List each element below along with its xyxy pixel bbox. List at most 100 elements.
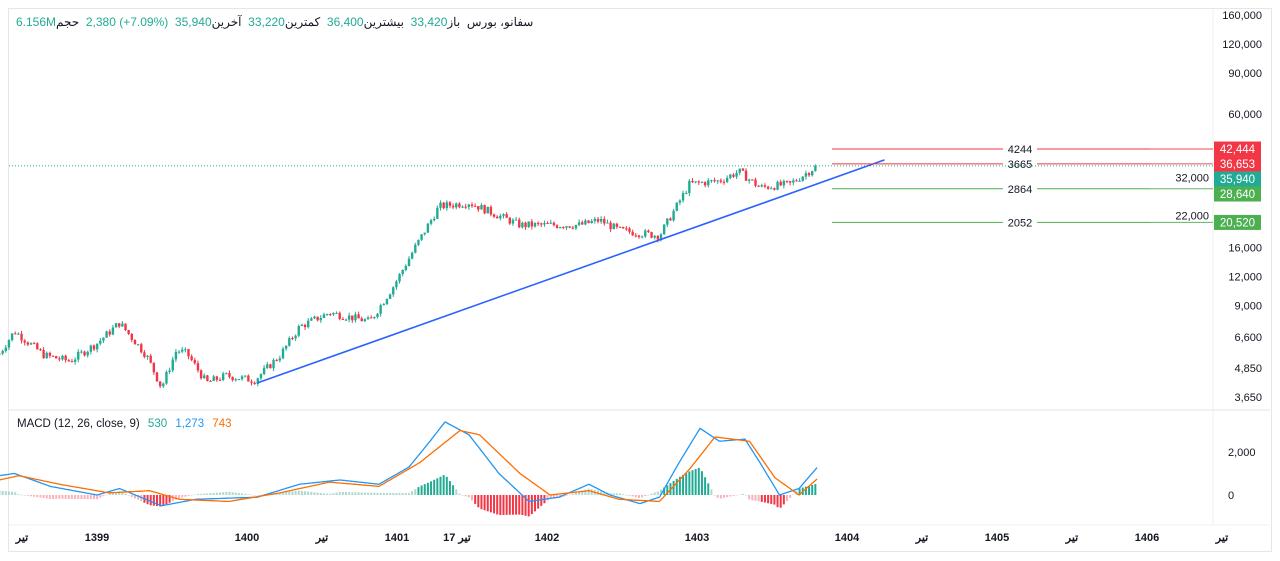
candle-body bbox=[458, 203, 461, 208]
macd-histogram-bar bbox=[483, 495, 486, 511]
macd-histogram-bar bbox=[726, 495, 729, 498]
macd-histogram-bar bbox=[811, 484, 814, 495]
time-axis-label: تیر bbox=[1065, 532, 1078, 544]
macd-histogram-bar bbox=[11, 491, 14, 495]
last-price-tag bbox=[1214, 171, 1261, 187]
candle-body bbox=[1, 350, 4, 354]
macd-histogram-bar bbox=[477, 495, 480, 508]
macd-histogram-bar bbox=[625, 494, 628, 496]
candle-body bbox=[388, 294, 392, 299]
macd-histogram-bar bbox=[137, 495, 140, 500]
candle-body bbox=[165, 371, 168, 384]
candle-body bbox=[672, 210, 675, 221]
macd-histogram-bar bbox=[678, 476, 681, 495]
price-axis-label: 60,000 bbox=[1228, 109, 1262, 121]
macd-histogram-bar bbox=[515, 495, 518, 515]
candle-body bbox=[174, 351, 178, 360]
candle-body bbox=[262, 367, 266, 375]
macd-histogram-bar bbox=[225, 491, 228, 495]
candle-body bbox=[269, 364, 272, 369]
candle-body bbox=[754, 179, 757, 186]
macd-histogram-bar bbox=[149, 495, 152, 506]
macd-histogram-bar bbox=[688, 471, 691, 495]
candle-body bbox=[760, 185, 763, 187]
macd-histogram-bar bbox=[584, 489, 587, 495]
candle-body bbox=[496, 216, 499, 219]
macd-histogram-bar bbox=[99, 495, 102, 498]
candle-body bbox=[417, 239, 420, 245]
macd-histogram-bar bbox=[55, 495, 58, 499]
price-axis-label: 160,000 bbox=[1222, 10, 1262, 22]
candle-body bbox=[259, 374, 263, 379]
candle-body bbox=[675, 202, 678, 211]
candle-body bbox=[540, 223, 543, 225]
candle-body bbox=[571, 227, 574, 229]
candle-body bbox=[272, 359, 275, 369]
candle-body bbox=[303, 324, 307, 328]
candle-body bbox=[114, 323, 118, 328]
macd-histogram-bar bbox=[310, 491, 313, 495]
candle-body bbox=[67, 360, 70, 362]
candle-body bbox=[798, 180, 801, 182]
macd-histogram-bar bbox=[634, 495, 637, 498]
macd-histogram-bar bbox=[631, 495, 634, 497]
macd-histogram-bar bbox=[534, 495, 536, 512]
candle-body bbox=[685, 193, 688, 195]
macd-histogram-bar bbox=[196, 494, 199, 495]
macd-histogram-bar bbox=[700, 471, 703, 495]
candle-body bbox=[45, 352, 48, 359]
candle-body bbox=[86, 351, 89, 356]
candle-body bbox=[505, 214, 508, 218]
macd-histogram-bar bbox=[732, 495, 735, 496]
macd-histogram-bar bbox=[86, 495, 89, 500]
candle-body bbox=[442, 202, 445, 209]
price-axis-label: 9,000 bbox=[1234, 301, 1262, 313]
macd-histogram-bar bbox=[184, 495, 187, 497]
candle-body bbox=[615, 223, 619, 227]
candle-body bbox=[618, 226, 622, 228]
candle-body bbox=[4, 347, 7, 351]
candle-body bbox=[325, 314, 329, 316]
candle-body bbox=[584, 220, 587, 225]
candle-body bbox=[133, 339, 137, 345]
candle-body bbox=[489, 206, 493, 215]
macd-histogram-bar bbox=[316, 492, 319, 495]
candle-body bbox=[55, 356, 58, 359]
candle-body bbox=[77, 351, 80, 360]
candle-body bbox=[70, 361, 74, 363]
candle-body bbox=[429, 220, 433, 224]
candle-body bbox=[703, 182, 707, 186]
level-price-tag-text: 28,640 bbox=[1220, 189, 1255, 201]
candle-body bbox=[158, 381, 162, 387]
price-axis-label: 90,000 bbox=[1228, 68, 1262, 80]
candle-body bbox=[281, 348, 285, 359]
candle-body bbox=[565, 226, 568, 228]
macd-histogram-bar bbox=[489, 495, 492, 513]
candle-body bbox=[552, 222, 556, 226]
macd-histogram-bar bbox=[760, 495, 763, 502]
level-price-tag-text: 36,653 bbox=[1220, 159, 1255, 171]
candle-body bbox=[502, 214, 505, 216]
candle-body bbox=[455, 203, 458, 208]
candle-body bbox=[650, 232, 653, 238]
macd-histogram-bar bbox=[663, 487, 666, 495]
candle-body bbox=[80, 351, 83, 353]
macd-legend: MACD (12, 26, close, 9) 530 1,273 743 bbox=[17, 418, 236, 430]
candle-body bbox=[770, 188, 773, 190]
candle-body bbox=[146, 355, 149, 357]
macd-histogram-bar bbox=[741, 493, 744, 495]
macd-histogram-bar bbox=[521, 495, 524, 516]
macd-histogram-bar bbox=[656, 491, 659, 495]
level-label: 3665 bbox=[1008, 159, 1032, 171]
macd-histogram-bar bbox=[675, 478, 678, 495]
macd-histogram-bar bbox=[33, 495, 36, 497]
candle-body bbox=[606, 222, 609, 224]
volume-value: 6.156M bbox=[16, 15, 57, 29]
macd-histogram-value: 530 bbox=[147, 418, 168, 430]
candle-body bbox=[568, 226, 571, 228]
price-axis-label: 3,650 bbox=[1234, 392, 1262, 404]
candle-body bbox=[716, 180, 719, 182]
candle-body bbox=[83, 351, 86, 356]
candle-body bbox=[155, 372, 159, 382]
